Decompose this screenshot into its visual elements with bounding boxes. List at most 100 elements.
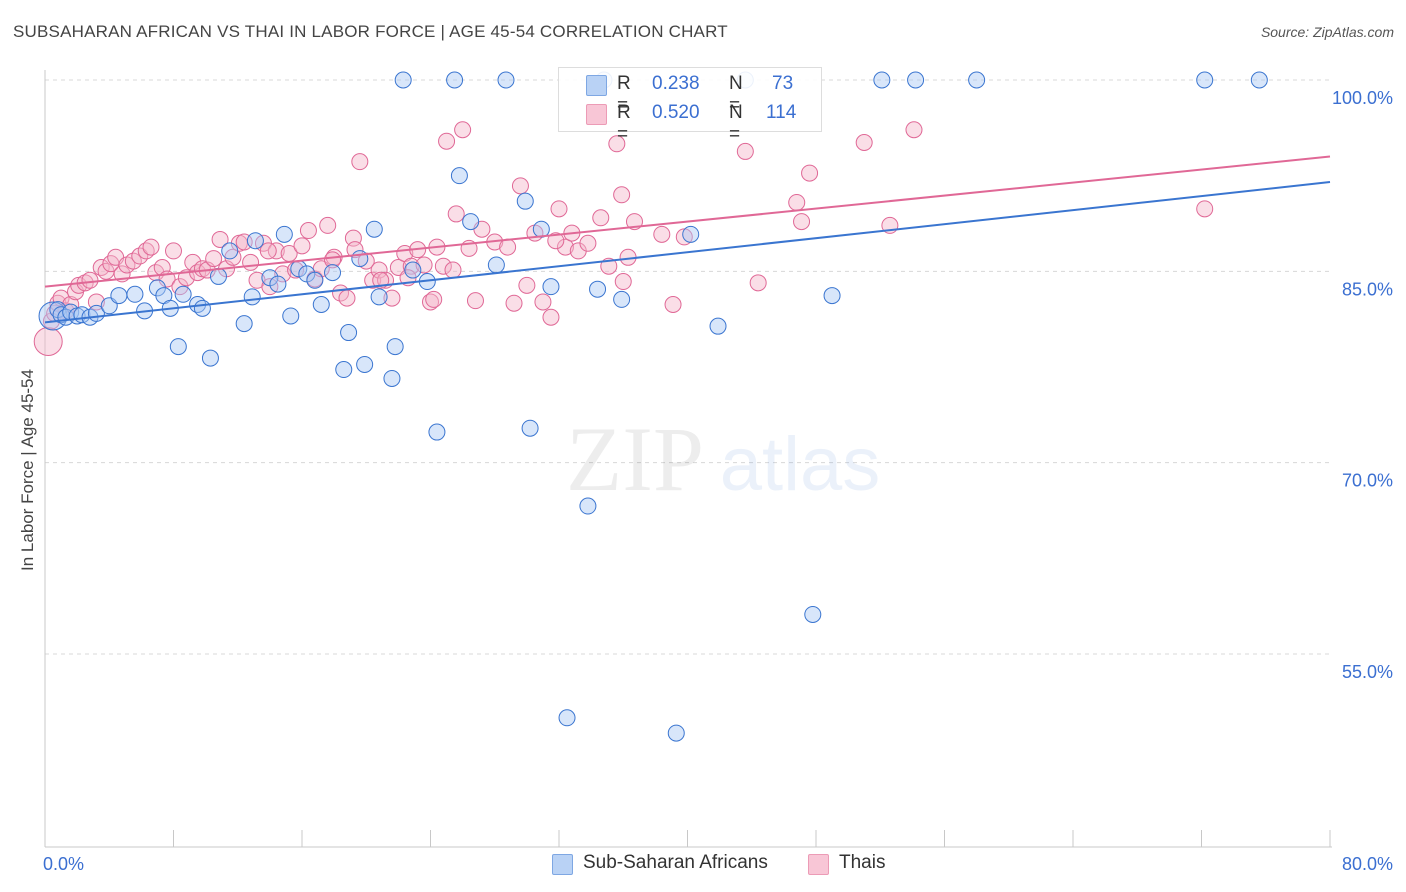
point-thais [81, 271, 99, 289]
point-thais [788, 193, 806, 211]
point-sub-saharan [312, 295, 330, 313]
trend-line-thais [44, 155, 1331, 288]
point-sub-saharan [209, 267, 227, 285]
point-thais [556, 238, 574, 256]
point-thais [259, 242, 277, 260]
point-sub-saharan [269, 275, 287, 293]
point-sub-saharan [306, 271, 324, 289]
point-sub-saharan [428, 423, 446, 441]
point-thais [422, 293, 439, 311]
point-sub-saharan [193, 299, 211, 317]
point-sub-saharan [709, 317, 727, 335]
point-thais [447, 205, 465, 223]
point-thais [274, 265, 292, 283]
legend-n-label: N = [729, 102, 743, 145]
legend-n-value: 73 [772, 73, 794, 94]
point-sub-saharan [804, 605, 822, 623]
point-sub-saharan [404, 261, 422, 279]
point-sub-saharan [542, 278, 560, 296]
point-thais [579, 234, 597, 252]
series-thais [33, 121, 1214, 356]
point-sub-saharan [235, 315, 253, 333]
point-thais [324, 251, 342, 269]
point-sub-saharan [579, 497, 597, 515]
point-sub-saharan [275, 225, 293, 243]
legend-n-label: N = [729, 73, 743, 116]
point-thais [613, 186, 631, 204]
bottom-legend-swatch-blue [552, 854, 573, 875]
watermark-atlas: atlas [720, 422, 881, 507]
point-thais [547, 232, 565, 250]
point-thais [184, 253, 202, 271]
x-tick-label: 80.0% [1342, 854, 1393, 874]
point-thais [444, 261, 462, 279]
point-sub-saharan [246, 232, 264, 250]
point-sub-saharan [589, 280, 607, 298]
point-thais [505, 294, 523, 312]
point-sub-saharan [497, 71, 515, 89]
y-tick-label: 55.0% [1342, 662, 1393, 682]
point-thais [466, 292, 484, 310]
point-thais [351, 153, 369, 171]
point-thais [614, 273, 632, 291]
point-sub-saharan [335, 361, 353, 379]
point-sub-saharan [126, 285, 144, 303]
x-tick-label: 0.0% [43, 854, 84, 874]
point-sub-saharan [340, 324, 358, 342]
point-sub-saharan [356, 355, 374, 373]
point-thais [1196, 200, 1214, 218]
point-thais [165, 242, 182, 260]
point-sub-saharan [386, 338, 404, 356]
point-thais [653, 225, 671, 243]
tick-labels: 55.0% 70.0% 85.0% 100.0% 0.0% 80.0% [43, 88, 1393, 874]
point-sub-saharan [823, 287, 841, 305]
point-sub-saharan [282, 307, 300, 325]
point-sub-saharan [394, 71, 412, 89]
point-sub-saharan [110, 287, 128, 305]
point-thais [242, 253, 260, 271]
point-sub-saharan [351, 250, 369, 268]
trend-line-sub-saharan [44, 181, 1331, 324]
point-thais [793, 213, 811, 231]
point-thais [299, 222, 317, 240]
series-sub-saharan-africans [38, 71, 1268, 742]
point-sub-saharan [383, 369, 401, 387]
point-thais [211, 230, 229, 248]
point-thais [499, 238, 517, 256]
point-thais [454, 121, 472, 139]
point-thais [142, 238, 160, 256]
legend-r-value: 0.520 [652, 102, 700, 123]
point-sub-saharan [968, 71, 986, 89]
point-thais [518, 276, 536, 294]
point-sub-saharan [221, 242, 239, 260]
gridlines [45, 79, 1330, 655]
point-sub-saharan [682, 225, 700, 243]
point-sub-saharan [243, 288, 261, 306]
point-thais [905, 121, 923, 139]
point-thais [205, 250, 223, 268]
point-sub-saharan [1250, 71, 1268, 89]
point-thais [664, 295, 682, 313]
point-thais [383, 289, 401, 307]
legend-r-value: 0.238 [652, 73, 700, 94]
point-thais [749, 274, 767, 292]
legend-r-label: R = [617, 73, 631, 116]
point-thais [415, 256, 433, 274]
trend-lines [44, 155, 1331, 324]
point-sub-saharan [446, 71, 464, 89]
y-tick-label: 100.0% [1332, 88, 1393, 108]
point-thais [438, 132, 456, 150]
legend-n-value: 114 [766, 102, 797, 123]
point-thais [542, 308, 560, 326]
chart-source: Source: ZipAtlas.com [1260, 24, 1394, 40]
point-sub-saharan [487, 256, 505, 274]
point-thais [801, 164, 819, 182]
point-sub-saharan [169, 338, 187, 356]
point-sub-saharan [521, 419, 539, 437]
legend-r-label: R = [617, 102, 631, 145]
point-sub-saharan [462, 213, 480, 231]
axes [44, 70, 1332, 848]
point-thais [592, 209, 610, 227]
point-thais [346, 241, 364, 259]
